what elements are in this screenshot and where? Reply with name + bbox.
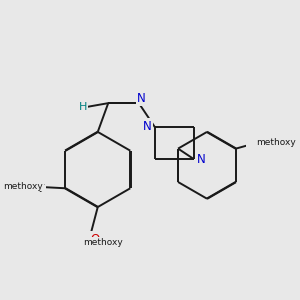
Text: H: H — [79, 102, 87, 112]
Text: N: N — [143, 120, 152, 133]
Text: methoxy: methoxy — [256, 138, 296, 147]
Text: N: N — [197, 153, 206, 166]
Text: methoxy: methoxy — [2, 182, 45, 192]
Text: methoxy: methoxy — [4, 182, 43, 191]
Text: methoxy: methoxy — [83, 238, 123, 247]
Text: O: O — [262, 136, 272, 149]
Text: methoxy: methoxy — [256, 138, 296, 147]
Text: methoxy: methoxy — [83, 238, 123, 247]
Text: O: O — [90, 232, 100, 245]
Text: N: N — [137, 92, 146, 105]
Text: O: O — [28, 180, 37, 194]
